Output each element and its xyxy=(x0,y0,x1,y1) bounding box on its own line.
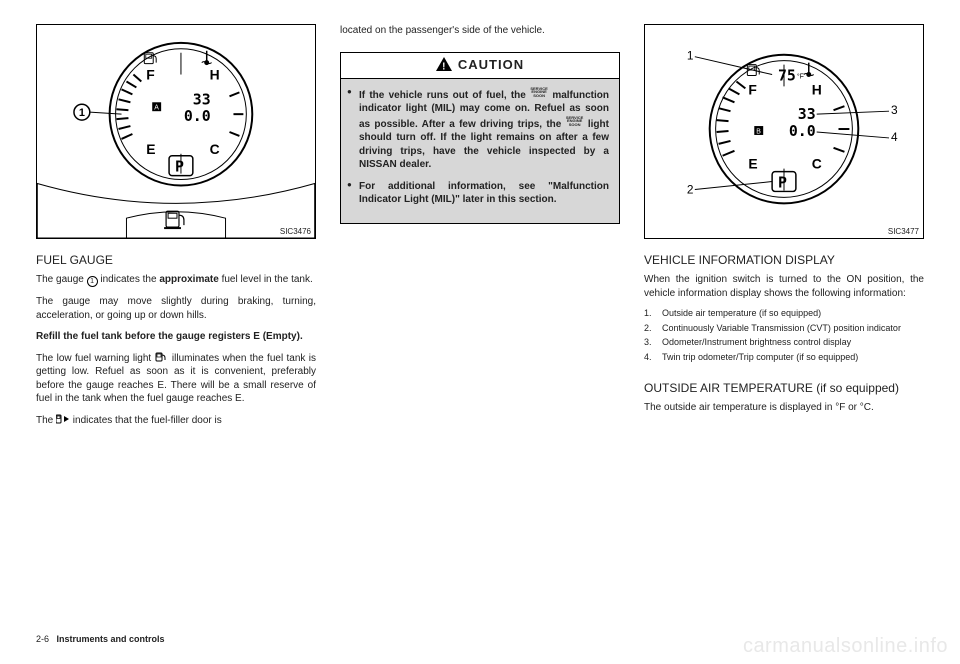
svg-text:0.0: 0.0 xyxy=(184,107,211,125)
page-footer: 2-6 Instruments and controls xyxy=(36,634,316,644)
svg-text:H: H xyxy=(210,66,220,82)
vid-p1: When the ignition switch is turned to th… xyxy=(644,273,924,300)
svg-text:P: P xyxy=(175,158,184,176)
fuel-p5: The indicates that the fuel-filler door … xyxy=(36,414,316,428)
svg-text:E: E xyxy=(748,156,757,172)
heading-outside-temp: OUTSIDE AIR TEMPERATURE (if so equipped) xyxy=(644,381,924,395)
svg-text:F: F xyxy=(146,66,154,82)
svg-text:P: P xyxy=(778,173,787,191)
caution-box: ! CAUTION If the vehicle runs out of fue… xyxy=(340,52,620,224)
page-layout: F E H C 33 0.0 xyxy=(36,24,924,644)
vid-list: Outside air temperature (if so equipped)… xyxy=(644,308,924,367)
column-2: located on the passenger's side of the v… xyxy=(340,24,620,644)
svg-text:75: 75 xyxy=(778,66,796,84)
figure-label: SIC3477 xyxy=(888,227,919,236)
heading-fuel-gauge: FUEL GAUGE xyxy=(36,253,316,267)
svg-text:A: A xyxy=(154,105,159,112)
figure-label: SIC3476 xyxy=(280,227,311,236)
service-engine-icon: SERVICEENGINESOON xyxy=(566,116,584,127)
service-engine-icon: SERVICEENGINESOON xyxy=(530,87,548,98)
caution-item-2: For additional information, see "Malfunc… xyxy=(359,180,609,207)
col2-continuation: located on the passenger's side of the v… xyxy=(340,24,620,38)
svg-text:0.0: 0.0 xyxy=(789,122,816,140)
column-3: F E H C 75 °F xyxy=(644,24,924,644)
fuel-door-arrow-icon xyxy=(56,414,70,424)
fuel-p1: The gauge 1 indicates the approximate fu… xyxy=(36,273,316,287)
vehicle-info-svg: F E H C 75 °F xyxy=(645,25,923,238)
svg-text:C: C xyxy=(812,156,822,172)
figure-fuel-gauge: F E H C 33 0.0 xyxy=(36,24,316,239)
fuel-p2: The gauge may move slightly during braki… xyxy=(36,295,316,322)
low-fuel-warning-icon xyxy=(155,352,169,362)
svg-text:33: 33 xyxy=(798,105,816,123)
svg-text:4: 4 xyxy=(891,130,898,144)
column-1: F E H C 33 0.0 xyxy=(36,24,316,644)
svg-text:33: 33 xyxy=(193,90,211,108)
caution-item-1: If the vehicle runs out of fuel, the SER… xyxy=(359,87,609,172)
svg-text:°F: °F xyxy=(797,72,804,80)
warning-triangle-icon: ! xyxy=(436,57,452,74)
caution-body: If the vehicle runs out of fuel, the SER… xyxy=(341,79,619,223)
list-item: Twin trip odometer/Trip computer (if so … xyxy=(644,352,924,364)
figure-vehicle-info: F E H C 75 °F xyxy=(644,24,924,239)
oat-p1: The outside air temperature is displayed… xyxy=(644,401,924,415)
svg-text:B: B xyxy=(756,128,761,135)
svg-text:1: 1 xyxy=(79,107,85,119)
svg-text:!: ! xyxy=(442,61,446,71)
heading-vehicle-info: VEHICLE INFORMATION DISPLAY xyxy=(644,253,924,267)
caution-header: ! CAUTION xyxy=(341,53,619,79)
marker-1-icon: 1 xyxy=(87,276,98,287)
svg-text:F: F xyxy=(748,81,756,97)
svg-text:H: H xyxy=(812,81,822,97)
svg-text:1: 1 xyxy=(687,49,694,63)
svg-text:3: 3 xyxy=(891,103,898,117)
list-item: Odometer/Instrument brightness control d… xyxy=(644,337,924,349)
list-item: Continuously Variable Transmission (CVT)… xyxy=(644,323,924,335)
svg-text:C: C xyxy=(210,141,220,157)
fuel-p3: Refill the fuel tank before the gauge re… xyxy=(36,330,316,344)
fuel-gauge-svg: F E H C 33 0.0 xyxy=(37,25,315,238)
svg-text:2: 2 xyxy=(687,182,694,196)
fuel-p4: The low fuel warning light illuminates w… xyxy=(36,352,316,406)
list-item: Outside air temperature (if so equipped) xyxy=(644,308,924,320)
svg-text:E: E xyxy=(146,141,155,157)
